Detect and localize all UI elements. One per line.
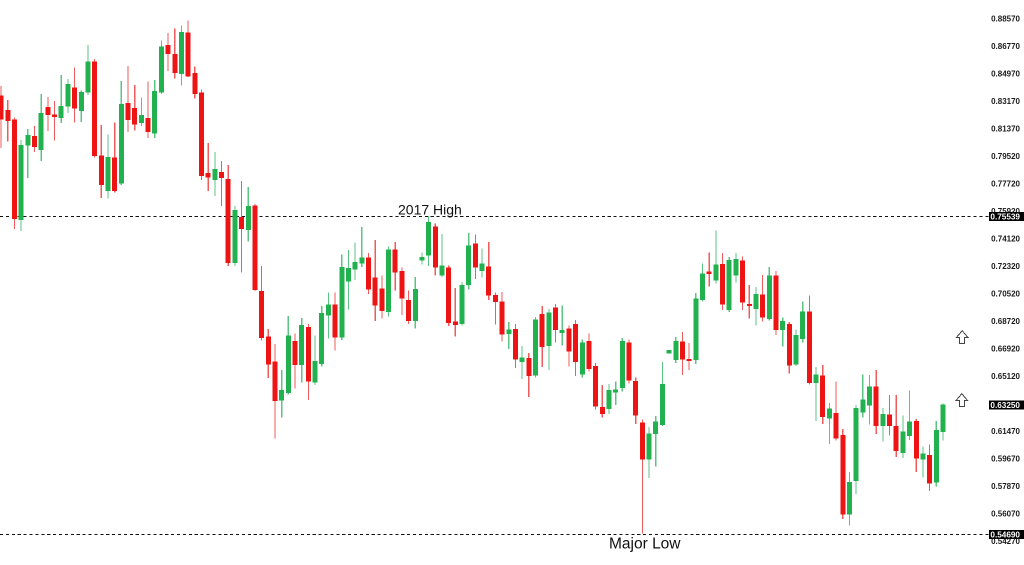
svg-text:0.54270: 0.54270 — [991, 537, 1020, 546]
svg-text:0.88570: 0.88570 — [991, 14, 1020, 23]
svg-text:0.72320: 0.72320 — [991, 262, 1020, 271]
svg-text:0.66920: 0.66920 — [991, 344, 1020, 353]
svg-text:0.75920: 0.75920 — [991, 207, 1020, 216]
svg-text:0.54690: 0.54690 — [990, 531, 1020, 540]
svg-text:0.56070: 0.56070 — [991, 509, 1020, 518]
svg-text:0.84970: 0.84970 — [991, 69, 1020, 78]
svg-text:0.70520: 0.70520 — [991, 289, 1020, 298]
svg-text:0.79520: 0.79520 — [991, 152, 1020, 161]
svg-text:0.68720: 0.68720 — [991, 317, 1020, 326]
svg-text:Major Low: Major Low — [609, 536, 681, 553]
svg-text:2017 High: 2017 High — [398, 202, 462, 218]
svg-text:0.75539: 0.75539 — [990, 213, 1020, 222]
svg-text:0.86770: 0.86770 — [991, 42, 1020, 51]
svg-text:0.77720: 0.77720 — [991, 179, 1020, 188]
svg-text:0.57870: 0.57870 — [991, 482, 1020, 491]
svg-text:0.61470: 0.61470 — [991, 427, 1020, 436]
svg-text:0.63250: 0.63250 — [990, 401, 1020, 410]
svg-text:0.74120: 0.74120 — [991, 234, 1020, 243]
svg-text:0.83170: 0.83170 — [991, 97, 1020, 106]
svg-text:0.65120: 0.65120 — [991, 372, 1020, 381]
svg-text:0.81370: 0.81370 — [991, 124, 1020, 133]
svg-text:0.59670: 0.59670 — [991, 454, 1020, 463]
